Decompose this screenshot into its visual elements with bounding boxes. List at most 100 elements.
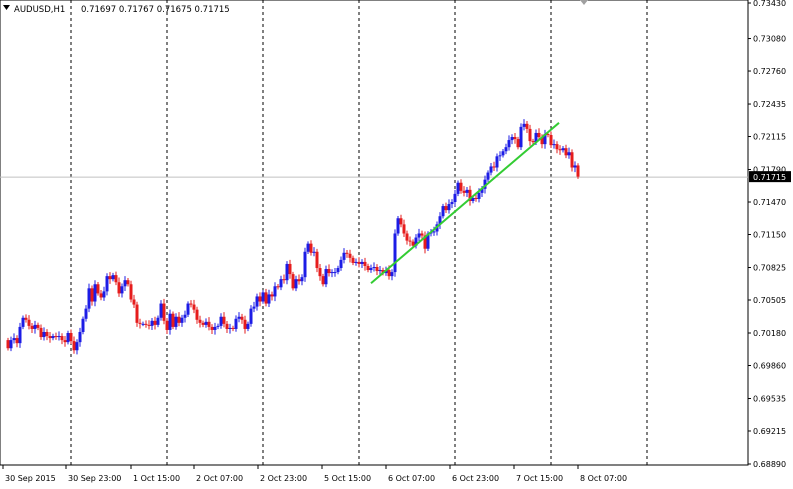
candle-body xyxy=(300,277,304,282)
candle-body xyxy=(474,197,478,199)
candle-body xyxy=(117,282,121,294)
x-tick-label: 7 Oct 15:00 xyxy=(516,474,563,483)
candle-body xyxy=(270,294,274,297)
candle-body xyxy=(564,148,568,156)
candle-body xyxy=(342,252,346,260)
candle-body xyxy=(477,192,481,199)
candle-body xyxy=(246,323,250,329)
candle-body xyxy=(393,233,397,273)
candle-body xyxy=(318,268,322,277)
candle-body xyxy=(468,189,472,201)
candle-body xyxy=(324,269,328,285)
candle-body xyxy=(561,148,565,151)
candle-body xyxy=(570,152,574,168)
candle-body xyxy=(558,149,562,151)
candle-body xyxy=(261,292,265,302)
candle-body xyxy=(195,309,199,320)
candle-body xyxy=(330,272,334,274)
candle-body xyxy=(180,317,184,323)
candle-body xyxy=(438,216,442,225)
candle-body xyxy=(153,320,157,325)
candle-body xyxy=(495,156,499,168)
candle-body xyxy=(255,296,259,307)
candle-body xyxy=(219,316,223,326)
candle-body xyxy=(48,336,52,339)
current-price-tag: 0.71715 xyxy=(749,171,791,183)
candle-body xyxy=(141,323,145,325)
candle-body xyxy=(18,326,22,344)
candle-body xyxy=(72,341,76,351)
candle-body xyxy=(93,284,97,302)
candle-body xyxy=(531,141,535,143)
candle-body xyxy=(84,308,88,319)
candle-body xyxy=(381,270,385,274)
candle-body xyxy=(159,303,163,318)
candle-body xyxy=(60,336,64,341)
candle-body xyxy=(168,313,172,330)
candle-body xyxy=(423,235,427,249)
candle-body xyxy=(576,165,580,177)
candle-body xyxy=(366,265,370,271)
candle-body xyxy=(135,304,139,323)
current-price-label: 0.71715 xyxy=(753,173,786,182)
y-tick-label: 0.71790 xyxy=(753,166,786,175)
candle-body xyxy=(420,233,424,236)
candle-body xyxy=(165,320,169,330)
candle-body xyxy=(375,267,379,272)
candle-body xyxy=(555,144,559,150)
candle-body xyxy=(33,324,37,329)
candle-body xyxy=(363,261,367,266)
candle-body xyxy=(567,152,571,156)
candle-body xyxy=(498,155,502,157)
candle-body xyxy=(408,240,412,242)
candle-body xyxy=(177,316,181,323)
candle-body xyxy=(42,331,46,338)
candle-body xyxy=(288,263,292,275)
y-tick-label: 0.71470 xyxy=(753,198,786,207)
candle-body xyxy=(132,299,136,305)
y-tick-label: 0.70180 xyxy=(753,329,786,338)
trendline[interactable] xyxy=(370,122,560,285)
x-tick-label: 30 Sep 2015 xyxy=(5,474,56,483)
candle-body xyxy=(369,268,373,271)
x-tick-label: 2 Oct 23:00 xyxy=(260,474,307,483)
y-tick-label: 0.71150 xyxy=(753,231,786,240)
candle-body xyxy=(546,133,550,135)
candle-body xyxy=(252,306,256,309)
candle-body xyxy=(171,313,175,327)
candle-body xyxy=(228,327,232,329)
candle-body xyxy=(336,268,340,273)
candle-body xyxy=(216,325,220,327)
plot-area xyxy=(0,0,749,466)
candle-body xyxy=(138,322,142,324)
chart-shift-marker-icon[interactable] xyxy=(580,0,588,5)
candle-body xyxy=(90,288,94,302)
time-axis: 30 Sep 2015 30 Sep 23:00 1 Oct 15:00 2 Oct … xyxy=(2,465,627,483)
candle-body xyxy=(399,218,403,225)
candle-body xyxy=(111,275,115,280)
candle-body xyxy=(183,314,187,318)
candle-body xyxy=(309,243,313,253)
candle-body xyxy=(213,326,217,330)
candle-body xyxy=(63,340,67,343)
candle-body xyxy=(303,251,307,278)
candle-body xyxy=(549,135,553,146)
candle-body xyxy=(150,320,154,326)
candle-body xyxy=(276,286,280,288)
candle-body xyxy=(552,144,556,146)
candle-body xyxy=(453,193,457,203)
candle-body xyxy=(108,276,112,280)
candle-body xyxy=(378,270,382,272)
x-tick-label: 5 Oct 15:00 xyxy=(324,474,371,483)
candle-body xyxy=(426,233,430,249)
candle-body xyxy=(282,279,286,281)
candle-body xyxy=(129,284,133,300)
candle-body xyxy=(447,204,451,211)
candle-body xyxy=(204,321,208,325)
candle-body xyxy=(174,316,178,327)
triangle-down-icon[interactable] xyxy=(3,5,10,10)
candle-body xyxy=(147,324,151,326)
candle-body xyxy=(306,243,310,252)
